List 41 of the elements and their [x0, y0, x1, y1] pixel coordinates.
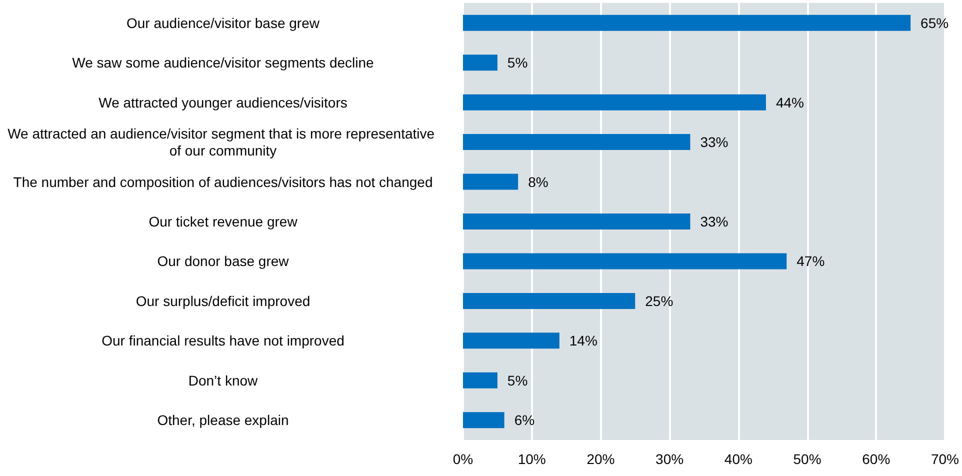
x-tick-label: 20% [586, 451, 615, 467]
bar [463, 54, 498, 71]
data-label: 33% [700, 134, 728, 150]
y-tick-label: Don’t know [188, 372, 259, 388]
y-tick-label: We attracted younger audiences/visitors [98, 94, 348, 110]
data-label: 33% [700, 214, 728, 230]
data-label: 65% [920, 14, 949, 31]
x-tick-label: 60% [862, 451, 890, 467]
bar [463, 134, 690, 150]
data-label: 25% [645, 292, 674, 309]
y-tick-label: The number and composition of audiences/visitors has not changed [13, 174, 433, 190]
data-label: 5% [507, 372, 528, 388]
x-tick-label: 30% [656, 451, 684, 467]
x-tick-label: 10% [518, 451, 546, 467]
data-label: 14% [569, 332, 598, 349]
bar [463, 174, 518, 190]
bar [463, 14, 911, 31]
bar [463, 372, 498, 388]
y-tick-label: Our surplus/deficit improved [136, 292, 310, 309]
data-label: 6% [514, 412, 535, 428]
x-tick-label: 0% [452, 451, 474, 467]
bar [463, 214, 690, 230]
bar [463, 94, 766, 110]
x-tick-label: 40% [724, 451, 752, 467]
bar [463, 412, 504, 428]
y-tick-label: Our audience/visitor base grew [126, 14, 320, 31]
y-tick-label: Our donor base grew [157, 253, 290, 270]
data-label: 5% [507, 54, 528, 71]
y-tick-label: Our ticket revenue grew [148, 214, 298, 230]
x-tick-label: 50% [793, 451, 822, 467]
data-label: 8% [528, 174, 548, 190]
y-tick-label: We saw some audience/visitor segments decline [72, 54, 374, 71]
bar [463, 332, 560, 349]
y-tick-label: We attracted an audience/visitor segment that is more representative of our community [8, 126, 438, 159]
y-tick-label: Our financial results have not improved [102, 332, 344, 349]
bar [463, 253, 787, 270]
data-label: 44% [776, 94, 804, 110]
bar [463, 292, 636, 309]
data-label: 47% [796, 253, 825, 270]
x-tick-label: 70% [930, 451, 960, 467]
y-tick-label: Other, please explain [157, 412, 289, 428]
